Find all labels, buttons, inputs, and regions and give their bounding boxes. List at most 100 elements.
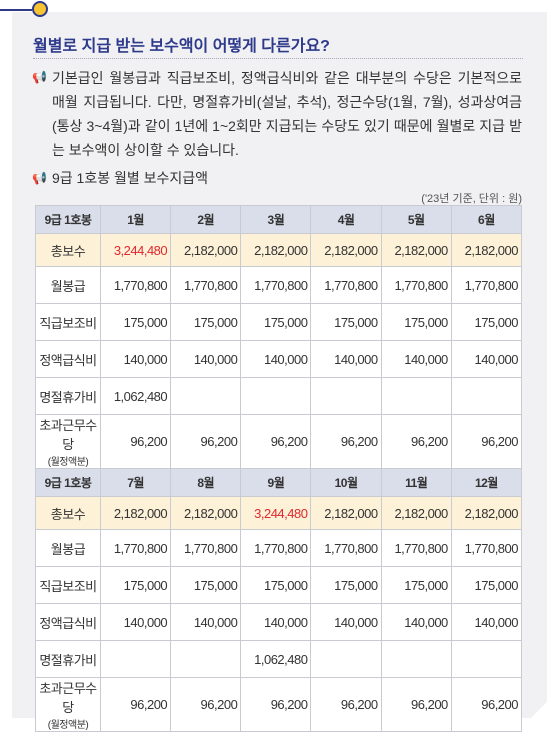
- cell: [450, 377, 523, 415]
- cell: 3,244,480: [240, 496, 312, 530]
- label-sub: (월정액분): [47, 720, 89, 731]
- cell: 2,182,000: [310, 496, 382, 530]
- cell: [170, 640, 242, 678]
- cell: 175,000: [310, 566, 382, 604]
- cell: 1,770,800: [450, 266, 523, 304]
- cell: 2,182,000: [170, 233, 242, 267]
- cell: 140,000: [450, 603, 523, 641]
- header-cell: 6월: [450, 205, 523, 234]
- row: 정액급식비 140,000 140,000 140,000 140,000 140,000…: [35, 603, 523, 641]
- cell: 140,000: [450, 340, 523, 378]
- header-cell: 9급 1호봉: [35, 205, 101, 234]
- cell: 140,000: [380, 603, 452, 641]
- cell: 96,200: [450, 414, 523, 469]
- unit-note: ('23년 기준, 단위 : 원): [421, 193, 522, 205]
- cell: 175,000: [99, 303, 172, 341]
- cell: 140,000: [99, 603, 172, 641]
- header-cell: 2월: [170, 205, 242, 234]
- cell: 2,182,000: [99, 496, 172, 530]
- cell: 140,000: [310, 603, 382, 641]
- cell: 140,000: [380, 340, 452, 378]
- cell: 175,000: [380, 303, 452, 341]
- label-text: 총보수: [50, 243, 86, 259]
- cell: 96,200: [310, 414, 382, 469]
- cell: 96,200: [240, 677, 312, 732]
- cell: 140,000: [170, 340, 242, 378]
- row: 직급보조비 175,000 175,000 175,000 175,000 175,000…: [35, 303, 523, 341]
- cell: 175,000: [240, 566, 312, 604]
- cell: 175,000: [170, 566, 242, 604]
- speaker-icon: 📢: [32, 70, 47, 84]
- row: 직급보조비 175,000 175,000 175,000 175,000 175,000…: [35, 566, 523, 604]
- row-label: 명절휴가비: [35, 640, 101, 678]
- cell: 1,770,800: [240, 529, 312, 567]
- salary-table: 9급 1호봉 1월 2월 3월 4월 5월 6월 총보수 3,244,480 2,182,000 2…: [35, 205, 523, 732]
- label-text: 직급보조비: [39, 578, 97, 594]
- top-line: [0, 9, 32, 11]
- row-label: 정액급식비: [35, 603, 101, 641]
- label-text: 초과근무수당: [39, 418, 97, 452]
- cell: 2,182,000: [380, 496, 452, 530]
- header-cell: 4월: [310, 205, 382, 234]
- paragraph: 기본급인 월봉급과 직급보조비, 정액급식비와 같은 대부분의 수당은 기본적으…: [52, 70, 522, 158]
- row: 월봉급 1,770,800 1,770,800 1,770,800 1,770,800 1…: [35, 266, 523, 304]
- cell: 1,770,800: [310, 529, 382, 567]
- cell: 1,770,800: [170, 266, 242, 304]
- header-cell: 9급 1호봉: [35, 468, 101, 497]
- speaker-icon: 📢: [32, 171, 47, 185]
- row-label: 초과근무수당 (월정액분): [35, 677, 101, 732]
- cell: [380, 377, 452, 415]
- cell: 1,770,800: [310, 266, 382, 304]
- cell: 175,000: [450, 303, 523, 341]
- cell: [380, 640, 452, 678]
- cell: 96,200: [310, 677, 382, 732]
- cell: 140,000: [310, 340, 382, 378]
- header-cell: 7월: [99, 468, 172, 497]
- cell: 1,062,480: [99, 377, 172, 415]
- header-row: 9급 1호봉 7월 8월 9월 10월 11월 12월: [35, 468, 523, 497]
- cell: 2,182,000: [450, 233, 523, 267]
- cell: 96,200: [170, 414, 242, 469]
- header-cell: 1월: [99, 205, 172, 234]
- cell: 175,000: [450, 566, 523, 604]
- cell: [99, 640, 172, 678]
- cell: 96,200: [380, 677, 452, 732]
- cell: 1,770,800: [99, 266, 172, 304]
- header-cell: 8월: [170, 468, 242, 497]
- row-label: 월봉급: [35, 529, 101, 567]
- row: 초과근무수당 (월정액분) 96,200 96,200 96,200 96,200 96,2…: [35, 414, 523, 469]
- divider: [33, 58, 523, 59]
- cell: 96,200: [99, 677, 172, 732]
- label-text: 명절휴가비: [39, 652, 97, 668]
- row-label: 직급보조비: [35, 566, 101, 604]
- row: 총보수 3,244,480 2,182,000 2,182,000 2,182,000 2…: [35, 233, 523, 267]
- cell: 1,062,480: [240, 640, 312, 678]
- cell: 175,000: [170, 303, 242, 341]
- cell: [310, 377, 382, 415]
- cell: 175,000: [99, 566, 172, 604]
- cell: [240, 377, 312, 415]
- cell: 2,182,000: [450, 496, 523, 530]
- header-cell: 3월: [240, 205, 312, 234]
- label-text: 명절휴가비: [39, 389, 97, 405]
- cell: 1,770,800: [450, 529, 523, 567]
- header-cell: 10월: [310, 468, 382, 497]
- label-text: 직급보조비: [39, 315, 97, 331]
- cell: 96,200: [240, 414, 312, 469]
- cell: 96,200: [450, 677, 523, 732]
- row: 명절휴가비 1,062,480: [35, 377, 523, 415]
- row: 명절휴가비 1,062,480: [35, 640, 523, 678]
- row: 총보수 2,182,000 2,182,000 3,244,480 2,182,000 2…: [35, 496, 523, 530]
- cell: 175,000: [240, 303, 312, 341]
- row: 정액급식비 140,000 140,000 140,000 140,000 140,000…: [35, 340, 523, 378]
- label-text: 정액급식비: [39, 615, 97, 631]
- row-label: 월봉급: [35, 266, 101, 304]
- row: 초과근무수당 (월정액분) 96,200 96,200 96,200 96,200 96,2…: [35, 677, 523, 732]
- bell-icon: [32, 1, 48, 17]
- cell: 1,770,800: [99, 529, 172, 567]
- label-text: 월봉급: [50, 541, 86, 557]
- row: 월봉급 1,770,800 1,770,800 1,770,800 1,770,800 1…: [35, 529, 523, 567]
- cell: 140,000: [170, 603, 242, 641]
- label-text: 월봉급: [50, 278, 86, 294]
- cell: 140,000: [240, 340, 312, 378]
